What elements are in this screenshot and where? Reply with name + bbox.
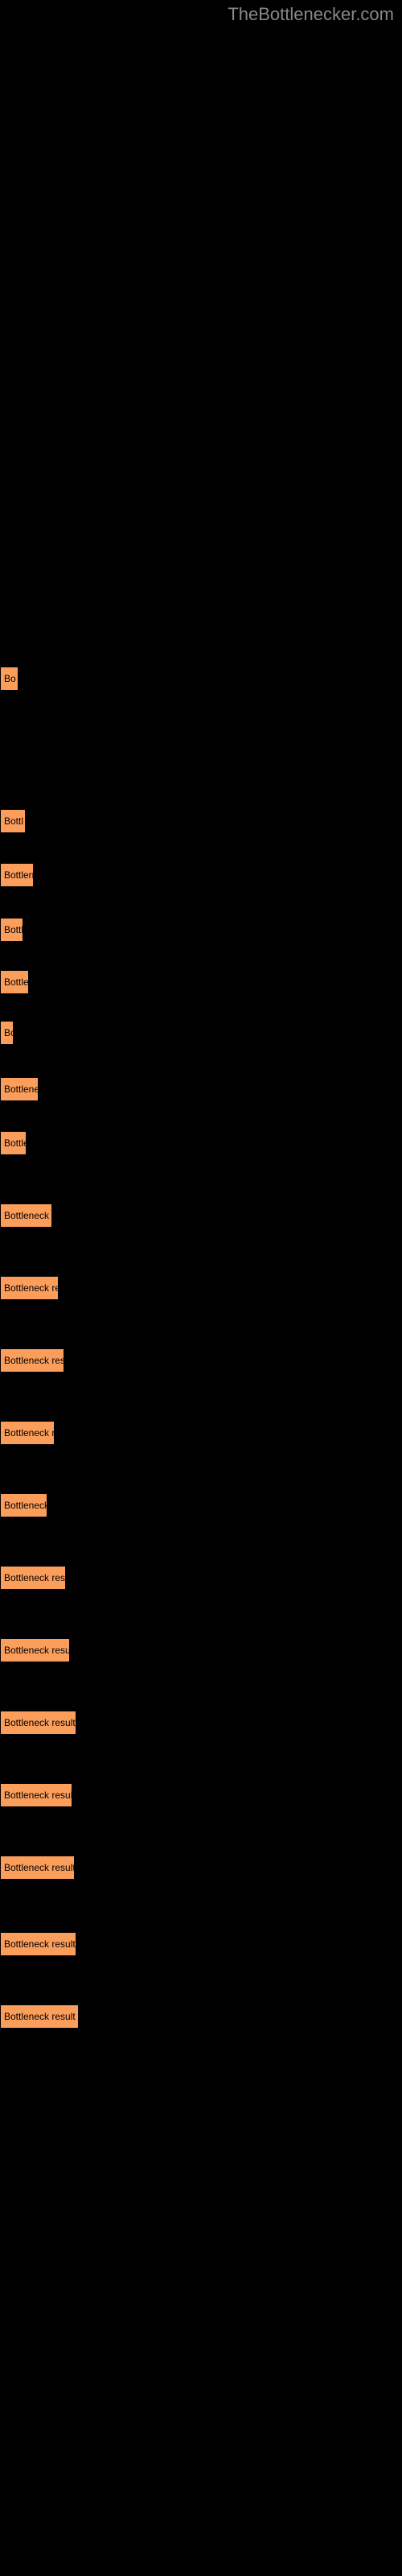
chart-bar: Bottleneck resu [0, 1421, 55, 1445]
chart-bar: Bottlenec [0, 1077, 39, 1101]
chart-bar: Bottleneck result [0, 1711, 76, 1735]
chart-bar: Bottleneck r [0, 1493, 47, 1517]
chart-bar: Bottleneck result [0, 1638, 70, 1662]
chart-bar: Bo [0, 1021, 14, 1045]
chart-bar: Bottlen [0, 970, 29, 994]
chart-bar: Bottleneck res [0, 1276, 59, 1300]
chart-bar: Bo [0, 667, 18, 691]
chart-bar: Bottlene [0, 863, 34, 887]
bar-chart: Bo Bottl Bottlene Bottl Bottlen Bo Bottl… [0, 0, 402, 2576]
chart-bar: Bottleneck result [0, 1932, 76, 1956]
chart-bar: Bottleneck result [0, 1783, 72, 1807]
chart-bar: Bottleneck result [0, 1348, 64, 1373]
chart-bar: Bottleneck result [0, 1566, 66, 1590]
chart-bar: Bottleneck result [0, 1856, 75, 1880]
chart-bar: Bottleneck re [0, 1203, 52, 1228]
chart-bar: Bottl [0, 918, 23, 942]
chart-bar: Bottleneck result [0, 2004, 79, 2029]
chart-bar: Bottle [0, 1131, 27, 1155]
chart-bar: Bottl [0, 809, 26, 833]
